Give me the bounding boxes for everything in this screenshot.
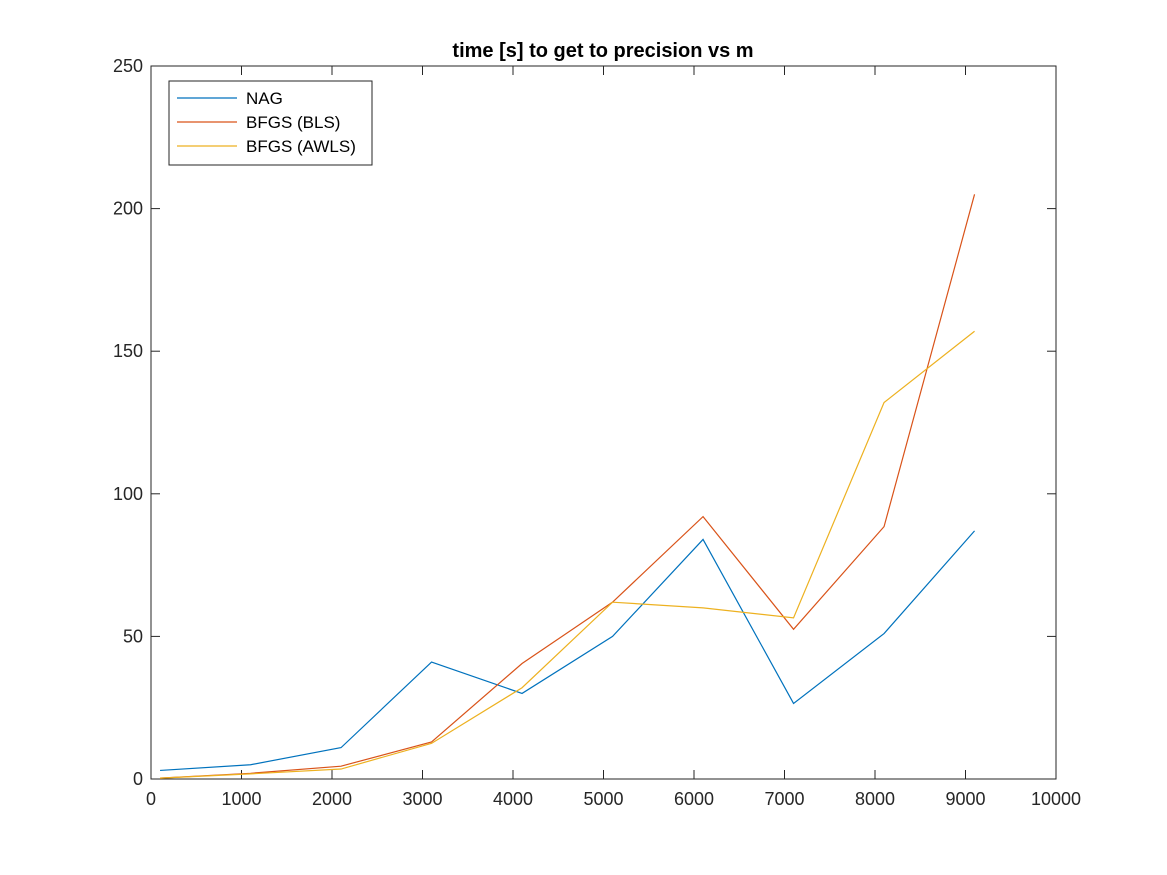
- legend-label: NAG: [246, 89, 283, 108]
- series-line-nag: [160, 530, 976, 772]
- x-tick-label: 9000: [945, 789, 985, 809]
- y-tick-label: 150: [113, 341, 143, 361]
- x-tick-label: 0: [146, 789, 156, 809]
- y-tick-label: 0: [133, 769, 143, 789]
- legend: NAG BFGS (BLS) BFGS (AWLS): [168, 80, 373, 166]
- x-tick-label: 5000: [583, 789, 623, 809]
- x-tick-label: 10000: [1031, 789, 1081, 809]
- x-tick-label: 3000: [402, 789, 442, 809]
- y-axis: 0 50 100 150 200 250: [113, 56, 1056, 789]
- series-line-bfgs-awls: [160, 330, 975, 779]
- series-lines: [160, 194, 976, 779]
- x-tick-label: 6000: [674, 789, 714, 809]
- legend-label: BFGS (AWLS): [246, 137, 356, 156]
- legend-label: BFGS (BLS): [246, 113, 340, 132]
- series-line-bfgs-bls: [160, 194, 976, 779]
- x-tick-label: 8000: [855, 789, 895, 809]
- x-axis: 0 1000 2000 3000 4000 5000 6000 7000 8000 9000 100…: [146, 66, 1081, 809]
- chart-title: time [s] to get to precision vs m: [452, 40, 753, 62]
- plot-area: [150, 65, 1057, 780]
- y-tick-label: 50: [123, 626, 143, 646]
- y-tick-label: 250: [113, 56, 143, 76]
- axes-box: [150, 65, 1057, 780]
- legend-box: [168, 80, 373, 166]
- x-tick-label: 2000: [312, 789, 352, 809]
- x-tick-label: 1000: [221, 789, 261, 809]
- x-tick-label: 7000: [764, 789, 804, 809]
- y-tick-label: 200: [113, 199, 143, 219]
- x-tick-label: 4000: [493, 789, 533, 809]
- y-tick-label: 100: [113, 484, 143, 504]
